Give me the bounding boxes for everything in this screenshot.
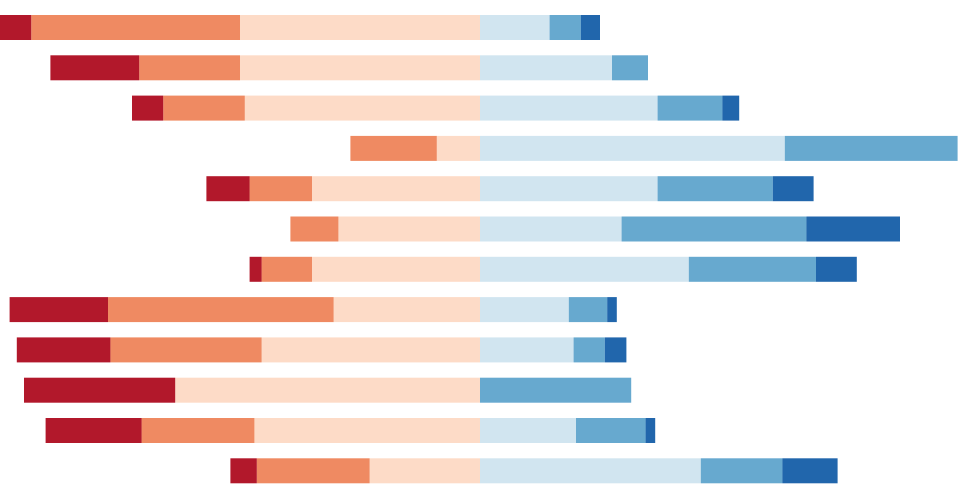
bar-segment-strong-negative <box>45 418 142 443</box>
bar-segment-negative <box>350 135 437 161</box>
bar-row-3 <box>132 95 740 121</box>
bar-segment-strong-positive <box>772 176 814 202</box>
bar-segment-weak-positive <box>480 256 689 282</box>
bar-segment-strong-negative <box>249 256 262 282</box>
bar-segment-weak-negative <box>312 176 480 202</box>
bar-segment-negative <box>31 15 241 40</box>
bar-segment-weak-positive <box>480 458 701 484</box>
bar-segment-weak-positive <box>480 55 612 81</box>
bar-segment-strong-negative <box>9 297 109 323</box>
bar-row-7 <box>249 256 857 282</box>
bar-row-6 <box>290 216 900 242</box>
bar-segment-strong-negative <box>206 176 250 202</box>
bar-segment-weak-positive <box>480 216 622 242</box>
bar-segment-strong-positive <box>604 337 627 363</box>
bar-segment-strong-positive <box>722 95 740 121</box>
bar-segment-positive <box>657 176 773 202</box>
bar-segment-positive <box>700 458 783 484</box>
bar-segment-positive <box>573 337 605 363</box>
bar-segment-strong-negative <box>50 55 140 81</box>
bar-segment-weak-negative <box>254 418 480 443</box>
bar-row-10 <box>24 377 632 403</box>
bar-row-2 <box>50 55 648 81</box>
bar-segment-negative <box>108 297 334 323</box>
bar-segment-positive <box>480 377 632 403</box>
bar-row-11 <box>45 418 656 443</box>
bar-segment-strong-positive <box>806 216 900 242</box>
bar-segment-negative <box>249 176 312 202</box>
bar-segment-negative <box>139 55 240 81</box>
bar-row-8 <box>9 297 617 323</box>
bar-segment-positive <box>612 55 648 81</box>
bar-segment-negative <box>163 95 245 121</box>
bar-segment-negative <box>110 337 262 363</box>
bar-segment-weak-negative <box>240 55 480 81</box>
bar-segment-positive <box>568 297 608 323</box>
bar-segment-weak-negative <box>240 15 480 40</box>
bar-segment-strong-positive <box>782 458 838 484</box>
bar-segment-strong-positive <box>645 418 656 443</box>
bar-row-1 <box>0 15 600 40</box>
bar-segment-positive <box>688 256 816 282</box>
bar-segment-positive <box>576 418 646 443</box>
bar-segment-weak-negative <box>436 135 480 161</box>
bar-segment-weak-negative <box>333 297 480 323</box>
bar-segment-negative <box>261 256 312 282</box>
bar-segment-strong-negative <box>132 95 164 121</box>
bar-segment-weak-negative <box>338 216 480 242</box>
bar-segment-strong-positive <box>607 297 617 323</box>
bar-segment-positive <box>657 95 723 121</box>
bar-segment-weak-negative <box>244 95 480 121</box>
bar-segment-weak-negative <box>261 337 480 363</box>
bar-segment-positive <box>549 15 581 40</box>
bar-segment-weak-positive <box>480 15 550 40</box>
bar-row-9 <box>16 337 627 363</box>
bar-row-12 <box>230 458 838 484</box>
bar-segment-weak-positive <box>480 418 576 443</box>
bar-segment-negative <box>290 216 339 242</box>
bar-segment-weak-positive <box>480 297 569 323</box>
bar-segment-weak-negative <box>369 458 480 484</box>
bar-segment-weak-positive <box>480 337 574 363</box>
bar-segment-strong-negative <box>16 337 111 363</box>
bar-segment-negative <box>256 458 370 484</box>
bar-segment-positive <box>621 216 807 242</box>
bar-segment-strong-positive <box>816 256 857 282</box>
bar-segment-strong-positive <box>580 15 600 40</box>
bar-segment-strong-negative <box>230 458 257 484</box>
bar-segment-weak-positive <box>480 95 658 121</box>
bar-segment-weak-negative <box>175 377 480 403</box>
bar-segment-strong-negative <box>0 15 32 40</box>
bar-segment-weak-positive <box>480 135 785 161</box>
bar-segment-weak-negative <box>312 256 480 282</box>
bar-segment-weak-positive <box>480 176 658 202</box>
bar-segment-strong-negative <box>24 377 176 403</box>
bar-segment-positive <box>784 135 958 161</box>
bar-row-5 <box>206 176 814 202</box>
bar-row-4 <box>350 135 958 161</box>
bar-segment-negative <box>141 418 255 443</box>
